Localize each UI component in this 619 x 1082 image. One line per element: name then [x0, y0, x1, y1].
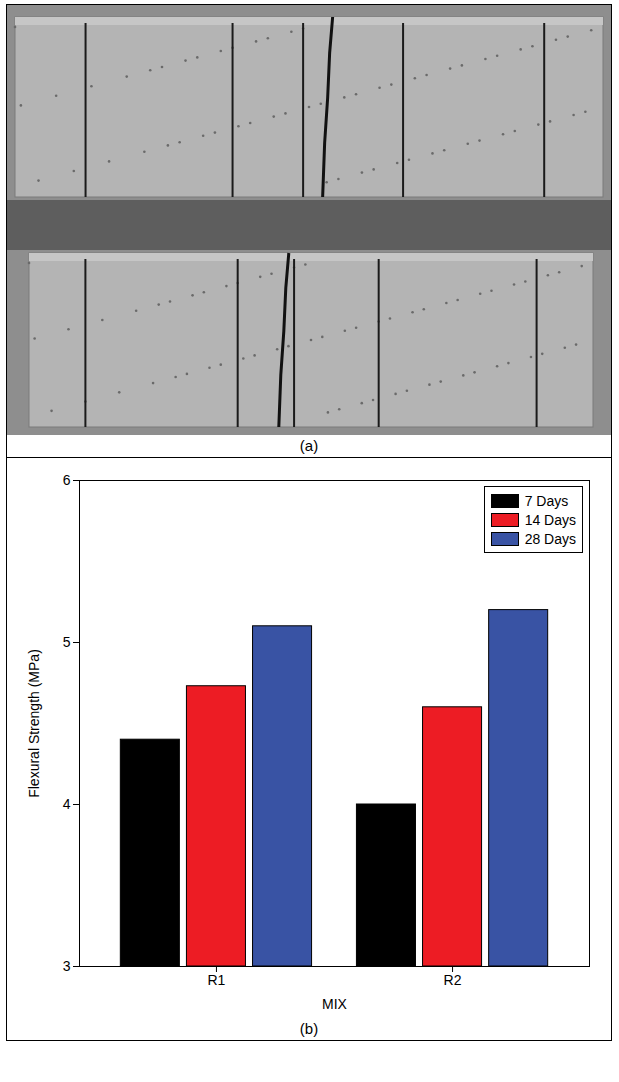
svg-text:Flexural Strength (MPa): Flexural Strength (MPa): [26, 649, 42, 798]
html-text:14 Days: 14 Days: [524, 511, 576, 528]
svg-text:3: 3: [63, 958, 71, 974]
html-text:28 Days: 28 Days: [524, 530, 576, 547]
html-text:(b): (b): [299, 1020, 319, 1037]
html-text:7 Days: 7 Days: [524, 492, 569, 509]
svg-text:R1: R1: [207, 972, 225, 988]
svg-text:MIX: MIX: [322, 996, 348, 1012]
svg-text:6: 6: [63, 472, 71, 488]
html-text:(a): (a): [299, 437, 319, 454]
svg-text:4: 4: [63, 796, 71, 812]
svg-text:R2: R2: [444, 972, 462, 988]
svg-text:5: 5: [63, 634, 71, 650]
